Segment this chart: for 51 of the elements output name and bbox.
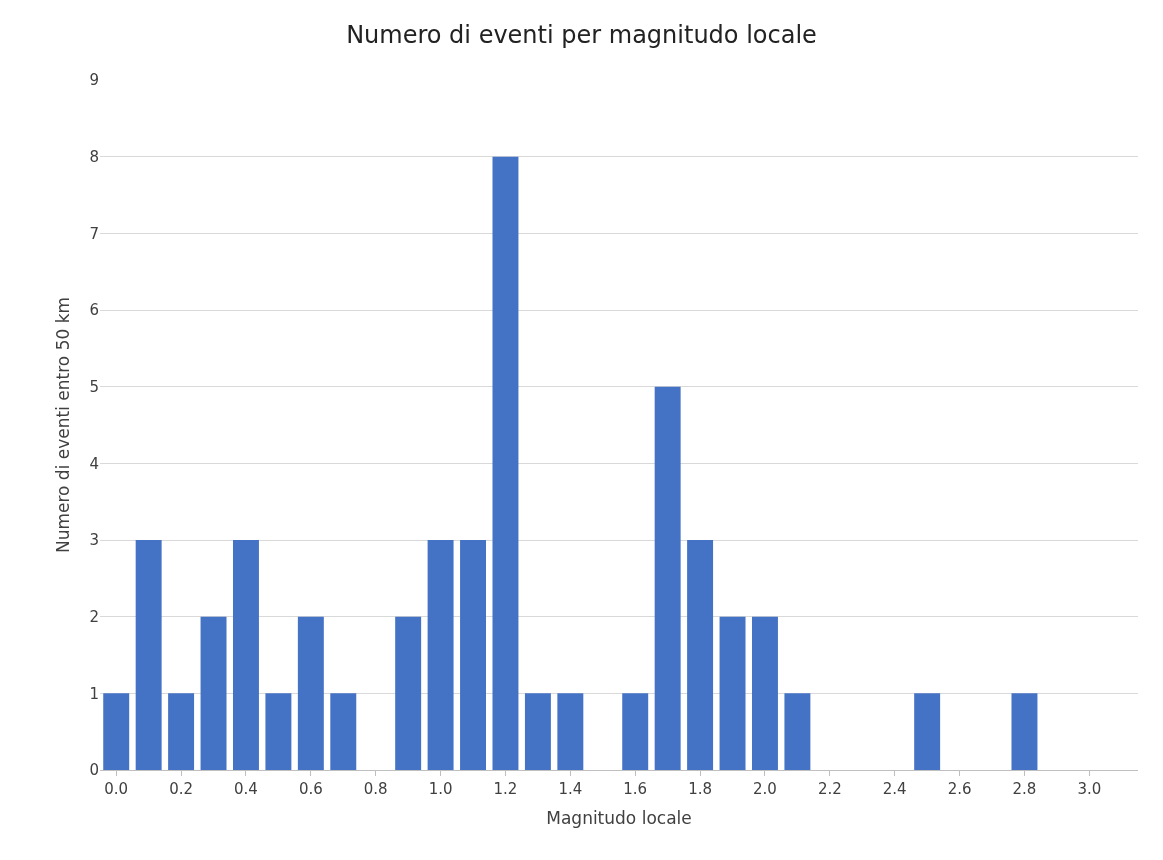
bar — [103, 693, 130, 770]
y-tick-label: 2 — [89, 607, 99, 626]
bar — [492, 156, 519, 770]
bar — [232, 540, 259, 770]
chart-title: Numero di eventi per magnitudo locale — [346, 20, 817, 49]
bar — [460, 540, 487, 770]
bar — [427, 540, 454, 770]
x-axis-title: Magnitudo locale — [546, 808, 692, 829]
bar — [395, 616, 422, 770]
y-tick-label: 7 — [89, 224, 99, 243]
y-tick-label: 8 — [89, 147, 99, 166]
x-tick-label: 1.8 — [688, 780, 713, 798]
x-tick-label: 0.0 — [104, 780, 129, 798]
x-tick-label: 2.2 — [817, 780, 842, 798]
bar — [784, 693, 811, 770]
y-tick-label: 9 — [89, 71, 99, 90]
bar — [751, 616, 778, 770]
bar — [687, 540, 714, 770]
y-tick-label: 4 — [89, 454, 99, 473]
bar — [297, 616, 324, 770]
x-tick-label: 3.0 — [1077, 780, 1102, 798]
bar — [265, 693, 292, 770]
bar — [200, 616, 227, 770]
x-tick-label: 1.4 — [558, 780, 583, 798]
y-tick-label: 0 — [89, 761, 99, 780]
y-tick-label: 6 — [89, 301, 99, 320]
bar — [654, 386, 681, 770]
bar — [719, 616, 746, 770]
x-tick-label: 0.4 — [234, 780, 258, 798]
x-tick-label: 1.6 — [623, 780, 648, 798]
x-tick-label: 2.6 — [947, 780, 972, 798]
x-tick-label: 2.8 — [1012, 780, 1037, 798]
bar — [557, 693, 584, 770]
bar — [914, 693, 941, 770]
x-tick-label: 2.4 — [882, 780, 907, 798]
x-tick-label: 1.2 — [493, 780, 518, 798]
x-tick-label: 0.2 — [169, 780, 194, 798]
bar — [622, 693, 649, 770]
y-tick-label: 5 — [89, 377, 99, 396]
x-tick-label: 0.6 — [298, 780, 323, 798]
bar — [524, 693, 551, 770]
x-tick-label: 2.0 — [753, 780, 777, 798]
bar — [135, 540, 162, 770]
y-tick-label: 1 — [89, 684, 99, 703]
y-tick-label: 3 — [89, 531, 99, 550]
y-axis-title: Numero di eventi entro 50 km — [53, 296, 73, 554]
x-tick-label: 1.0 — [428, 780, 453, 798]
x-tick-label: 0.8 — [363, 780, 388, 798]
bar — [330, 693, 357, 770]
bar — [168, 693, 195, 770]
bar — [1011, 693, 1038, 770]
